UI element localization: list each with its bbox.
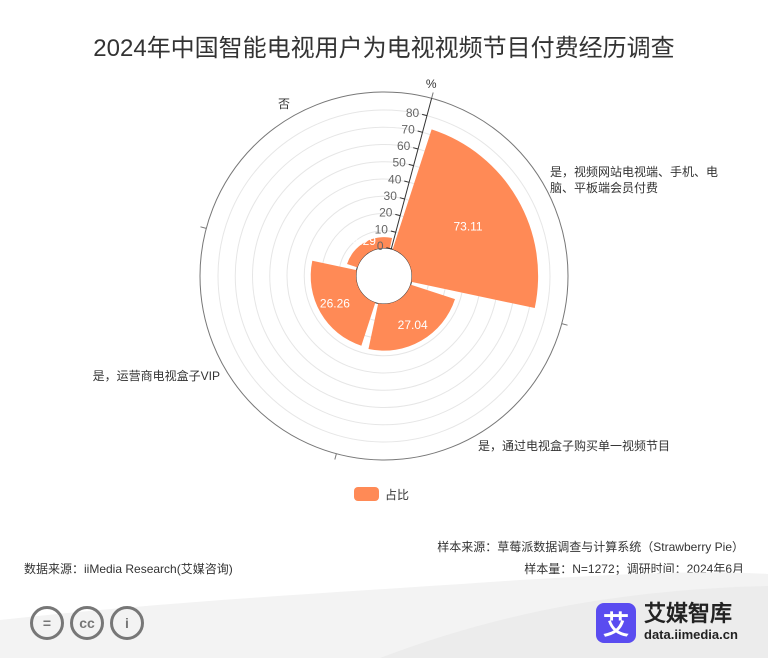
outer-ring [199, 91, 569, 461]
brand-url: data.iimedia.cn [644, 627, 738, 642]
sample-info-note: 样本量：N=1272；调研时间：2024年6月 [524, 562, 744, 576]
sector-tick [334, 453, 337, 460]
inner-circle [355, 247, 413, 305]
legend-swatch [354, 487, 379, 501]
data-source-note: 数据来源：iiMedia Research(艾媒咨询) [24, 562, 233, 576]
radial-tick-label: 60 [397, 139, 411, 153]
radial-tick-label: 40 [388, 172, 402, 186]
radial-tick-label: 80 [406, 106, 420, 120]
cc-equal-icon: = [30, 606, 64, 640]
sample-source-note: 样本来源：草莓派数据调查与计算系统（Strawberry Pie） [437, 540, 744, 554]
radial-axis-line [390, 98, 433, 250]
radial-tick [413, 147, 419, 150]
category-label: 否 [278, 97, 290, 111]
cc-cc-icon: cc [70, 606, 104, 640]
bar[interactable] [392, 129, 539, 309]
legend[interactable]: 占比 [354, 484, 409, 504]
radial-axis-unit: % [426, 77, 437, 91]
radial-tick-label: 50 [392, 156, 406, 170]
brand-name: 艾媒智库 [644, 601, 733, 626]
sector-tick [561, 323, 568, 326]
brand: 艾 艾媒智库 data.iimedia.cn [596, 602, 738, 644]
brand-logo-icon: 艾 [596, 603, 636, 643]
bar[interactable] [310, 260, 376, 346]
sector-tick [200, 226, 207, 229]
radial-tick [404, 180, 410, 183]
radial-tick [386, 247, 392, 250]
bar-value-label: 26.26 [320, 296, 350, 310]
category-label: 是，通过电视盒子购买单一视频节目 [478, 438, 670, 453]
radial-tick-label: 70 [401, 122, 415, 136]
legend-label: 占比 [385, 487, 410, 502]
radial-tick-label: 0 [377, 239, 384, 253]
bar-value-label: 6.29 [353, 234, 377, 248]
radial-tick [422, 113, 428, 117]
footer-wave [0, 572, 768, 658]
bar-value-label: 27.04 [398, 318, 428, 332]
radial-tick-label: 10 [375, 222, 389, 236]
bar-value-label: 73.11 [453, 220, 482, 234]
cc-person-icon: i [110, 606, 144, 640]
radial-tick [408, 163, 414, 167]
bar[interactable] [368, 284, 455, 351]
page-title: 2024年中国智能电视用户为电视视频节目付费经历调查 [93, 35, 675, 62]
grid-ring [217, 109, 551, 443]
radial-tick [395, 213, 401, 217]
sector-tick [431, 92, 434, 99]
radial-tick [399, 197, 405, 200]
radial-tick [417, 130, 423, 133]
category-label: 是，运营商电视盒子VIP [93, 368, 220, 383]
category-label: 是，视频网站电视端、手机、电脑、平板端会员付费 [550, 164, 718, 195]
radial-tick-label: 20 [379, 206, 393, 220]
polar-bar-chart: 0 10 20 30 40 50 60 70 80% 73.11 27.04 26.26 6.29 是，… [93, 77, 718, 461]
bar[interactable] [347, 237, 393, 268]
radial-tick [390, 230, 396, 233]
cc-license-icons: = cc i [30, 606, 144, 640]
radial-tick-label: 30 [384, 189, 398, 203]
